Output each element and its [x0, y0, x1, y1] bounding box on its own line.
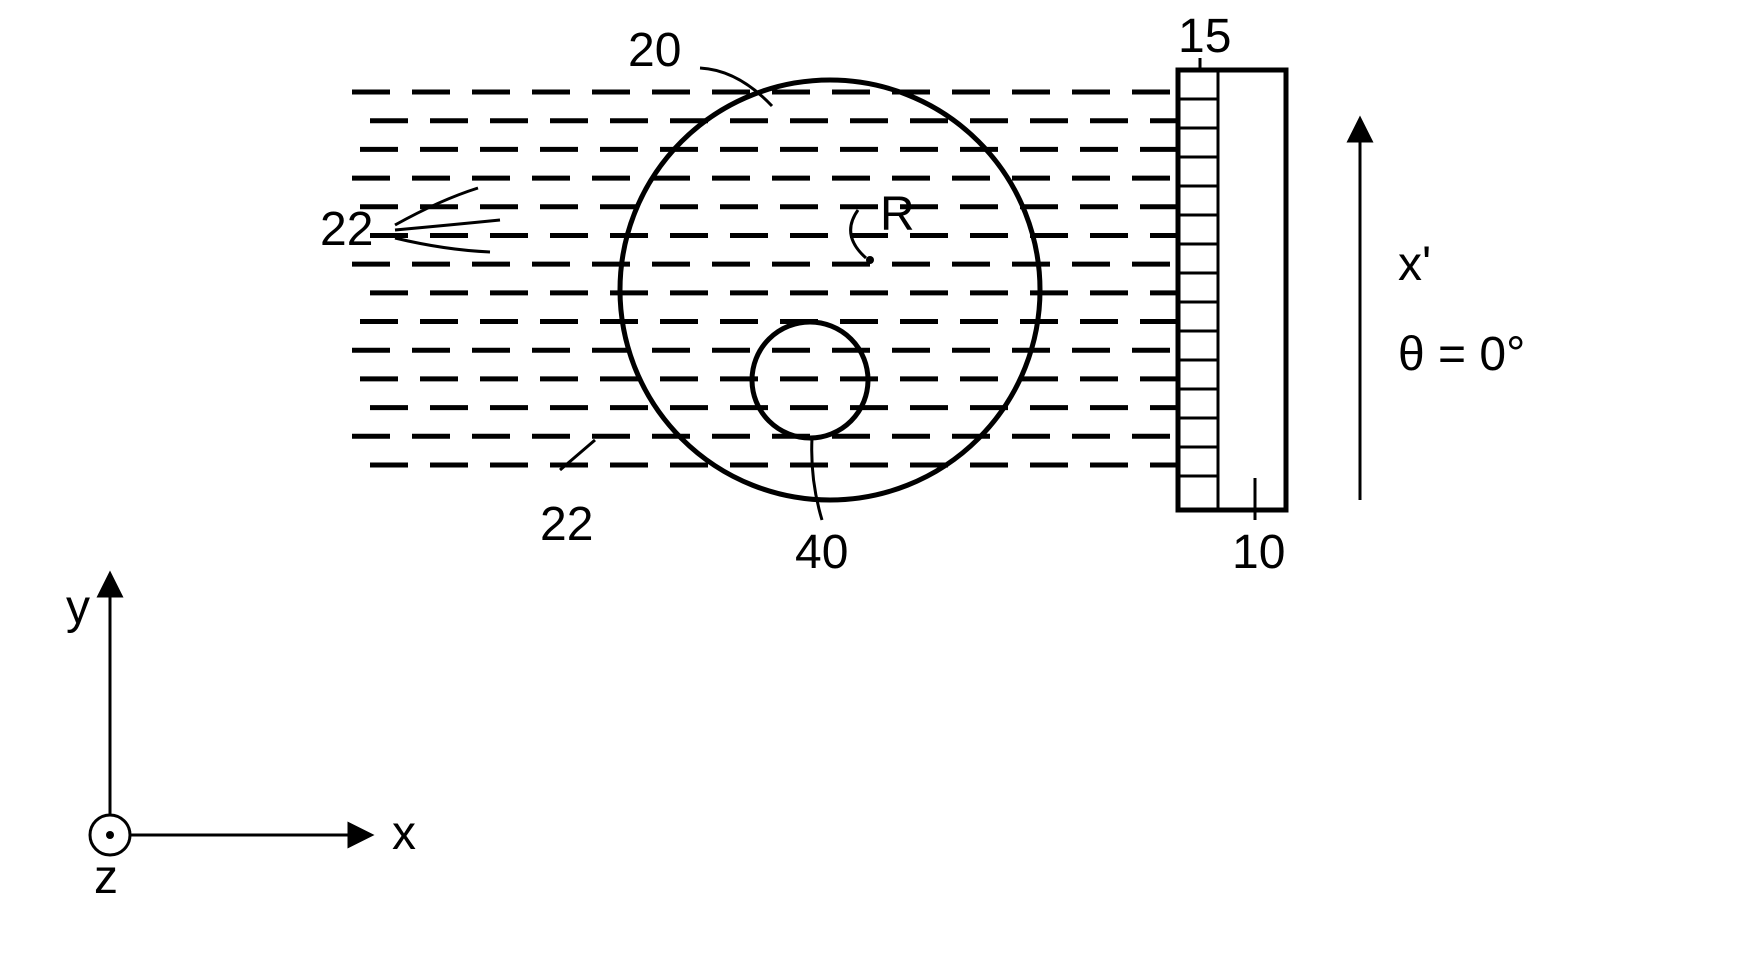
- diagram-canvas: 20 22 22 15 10 40 R x' θ = 0° x y z: [0, 0, 1758, 956]
- axis-label-xprime: x': [1398, 238, 1431, 291]
- ref-label-15: 15: [1178, 10, 1231, 63]
- ref-label-R: R: [880, 188, 915, 241]
- ref-label-40: 40: [795, 526, 848, 579]
- scan-lines: [352, 92, 1180, 465]
- ref-label-10: 10: [1232, 526, 1285, 579]
- axis-label-z: z: [94, 851, 118, 904]
- ref-label-22b: 22: [540, 498, 593, 551]
- ref-label-20: 20: [628, 24, 681, 77]
- detector-array: [1178, 70, 1286, 510]
- axis-label-x: x: [392, 807, 416, 860]
- axis-label-y: y: [66, 581, 90, 634]
- leader-lines: [395, 58, 1255, 520]
- coordinate-axes: [90, 575, 370, 855]
- ref-label-22a: 22: [320, 203, 373, 256]
- theta-label: θ = 0°: [1398, 328, 1525, 381]
